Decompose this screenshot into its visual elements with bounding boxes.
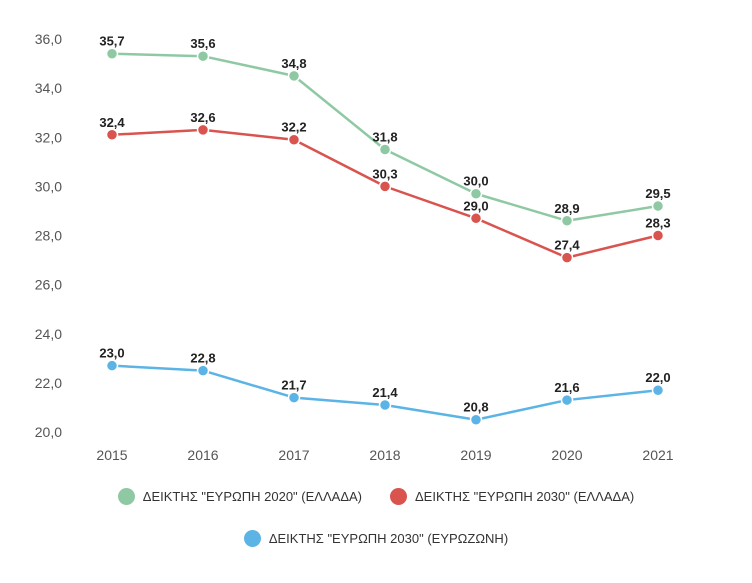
legend-label: ΔΕΙΚΤΗΣ "ΕΥΡΩΠΗ 2030" (ΕΥΡΩΖΩΝΗ) xyxy=(268,531,509,546)
data-label: 23,0 xyxy=(99,346,124,361)
legend-label: ΔΕΙΚΤΗΣ "ΕΥΡΩΠΗ 2020" (ΕΛΛΑΔΑ) xyxy=(142,489,362,504)
data-point[interactable] xyxy=(469,187,483,200)
data-point[interactable] xyxy=(560,393,574,407)
data-label: 34,8 xyxy=(281,56,306,71)
x-tick-label: 2020 xyxy=(551,447,582,463)
y-tick-label: 26,0 xyxy=(35,277,62,293)
x-tick-label: 2021 xyxy=(642,447,673,463)
data-point[interactable] xyxy=(560,214,574,228)
data-point[interactable] xyxy=(651,199,665,213)
y-tick-label: 34,0 xyxy=(35,80,62,96)
x-tick-label: 2015 xyxy=(96,447,127,463)
y-axis: 20,0 22,0 24,0 26,0 28,0 30,0 32,0 34,0 36,0 xyxy=(35,31,62,440)
data-label: 31,8 xyxy=(372,130,397,145)
data-label: 21,6 xyxy=(554,380,579,395)
x-axis: 2015 2016 2017 2018 2019 2020 2021 xyxy=(96,447,673,463)
y-tick-label: 32,0 xyxy=(35,129,62,145)
data-point[interactable] xyxy=(469,413,483,426)
y-tick-label: 22,0 xyxy=(35,375,62,391)
data-label: 20,8 xyxy=(463,400,488,415)
data-point[interactable] xyxy=(378,398,392,412)
y-tick-label: 28,0 xyxy=(35,228,62,244)
data-label: 21,4 xyxy=(372,385,398,400)
legend-item-europe2030-greece[interactable]: ΔΕΙΚΤΗΣ "ΕΥΡΩΠΗ 2030" (ΕΛΛΑΔΑ) xyxy=(390,488,634,505)
data-point[interactable] xyxy=(196,123,210,137)
x-tick-label: 2017 xyxy=(278,447,309,463)
data-label: 22,0 xyxy=(645,370,670,385)
plot-area: 35,7 35,6 34,8 31,8 30,0 28,9 29,5 32,4 32,6 32,2… xyxy=(99,34,671,426)
data-label: 27,4 xyxy=(554,238,580,253)
data-label: 32,6 xyxy=(190,110,215,125)
series-0: 35,7 35,6 34,8 31,8 30,0 28,9 29,5 xyxy=(99,34,671,228)
data-point[interactable] xyxy=(105,359,119,372)
data-label: 35,6 xyxy=(190,36,215,51)
data-label: 35,7 xyxy=(99,34,124,49)
y-tick-label: 36,0 xyxy=(35,31,62,47)
data-point[interactable] xyxy=(105,47,119,60)
data-label: 32,2 xyxy=(281,120,306,135)
data-point[interactable] xyxy=(651,383,665,397)
series-1: 32,4 32,6 32,2 30,3 29,0 27,4 28,3 xyxy=(99,110,671,264)
legend-label: ΔΕΙΚΤΗΣ "ΕΥΡΩΠΗ 2030" (ΕΛΛΑΔΑ) xyxy=(415,489,635,504)
legend-item-europe2030-eurozone[interactable]: ΔΕΙΚΤΗΣ "ΕΥΡΩΠΗ 2030" (ΕΥΡΩΖΩΝΗ) xyxy=(243,530,509,547)
data-point[interactable] xyxy=(105,128,119,142)
data-label: 21,7 xyxy=(281,378,306,393)
legend-marker-blue-icon xyxy=(243,530,261,547)
y-tick-label: 24,0 xyxy=(35,326,62,342)
data-label: 22,8 xyxy=(190,351,215,366)
legend-item-europe2020-greece[interactable]: ΔΕΙΚΤΗΣ "ΕΥΡΩΠΗ 2020" (ΕΛΛΑΔΑ) xyxy=(117,488,362,505)
data-label: 28,3 xyxy=(645,216,670,231)
data-point[interactable] xyxy=(287,69,301,83)
data-point[interactable] xyxy=(378,143,392,156)
legend-row-1: ΔΕΙΚΤΗΣ "ΕΥΡΩΠΗ 2020" (ΕΛΛΑΔΑ) ΔΕΙΚΤΗΣ "… xyxy=(0,488,752,505)
data-point[interactable] xyxy=(560,251,574,264)
x-tick-label: 2018 xyxy=(369,447,400,463)
data-point[interactable] xyxy=(378,180,392,193)
data-label: 29,5 xyxy=(645,186,670,201)
x-tick-label: 2019 xyxy=(460,447,491,463)
x-tick-label: 2016 xyxy=(187,447,218,463)
data-label: 30,3 xyxy=(372,166,397,181)
legend-marker-red-icon xyxy=(390,488,407,505)
data-point[interactable] xyxy=(196,49,210,63)
y-tick-label: 20,0 xyxy=(35,424,62,440)
y-tick-label: 30,0 xyxy=(35,178,62,194)
data-label: 30,0 xyxy=(463,174,488,189)
data-label: 32,4 xyxy=(99,115,125,130)
series-2: 23,0 22,8 21,7 21,4 20,8 21,6 22,0 xyxy=(99,346,671,426)
data-point[interactable] xyxy=(287,133,301,146)
data-point[interactable] xyxy=(196,364,210,377)
data-point[interactable] xyxy=(651,229,665,242)
data-point[interactable] xyxy=(469,212,483,225)
data-label: 28,9 xyxy=(554,201,579,216)
data-point[interactable] xyxy=(287,391,301,404)
legend-marker-green-icon xyxy=(117,488,135,505)
legend-row-2: ΔΕΙΚΤΗΣ "ΕΥΡΩΠΗ 2030" (ΕΥΡΩΖΩΝΗ) xyxy=(0,530,752,547)
data-label: 29,0 xyxy=(463,198,488,213)
line-chart: 20,0 22,0 24,0 26,0 28,0 30,0 32,0 34,0 36,0 201… xyxy=(35,31,674,463)
